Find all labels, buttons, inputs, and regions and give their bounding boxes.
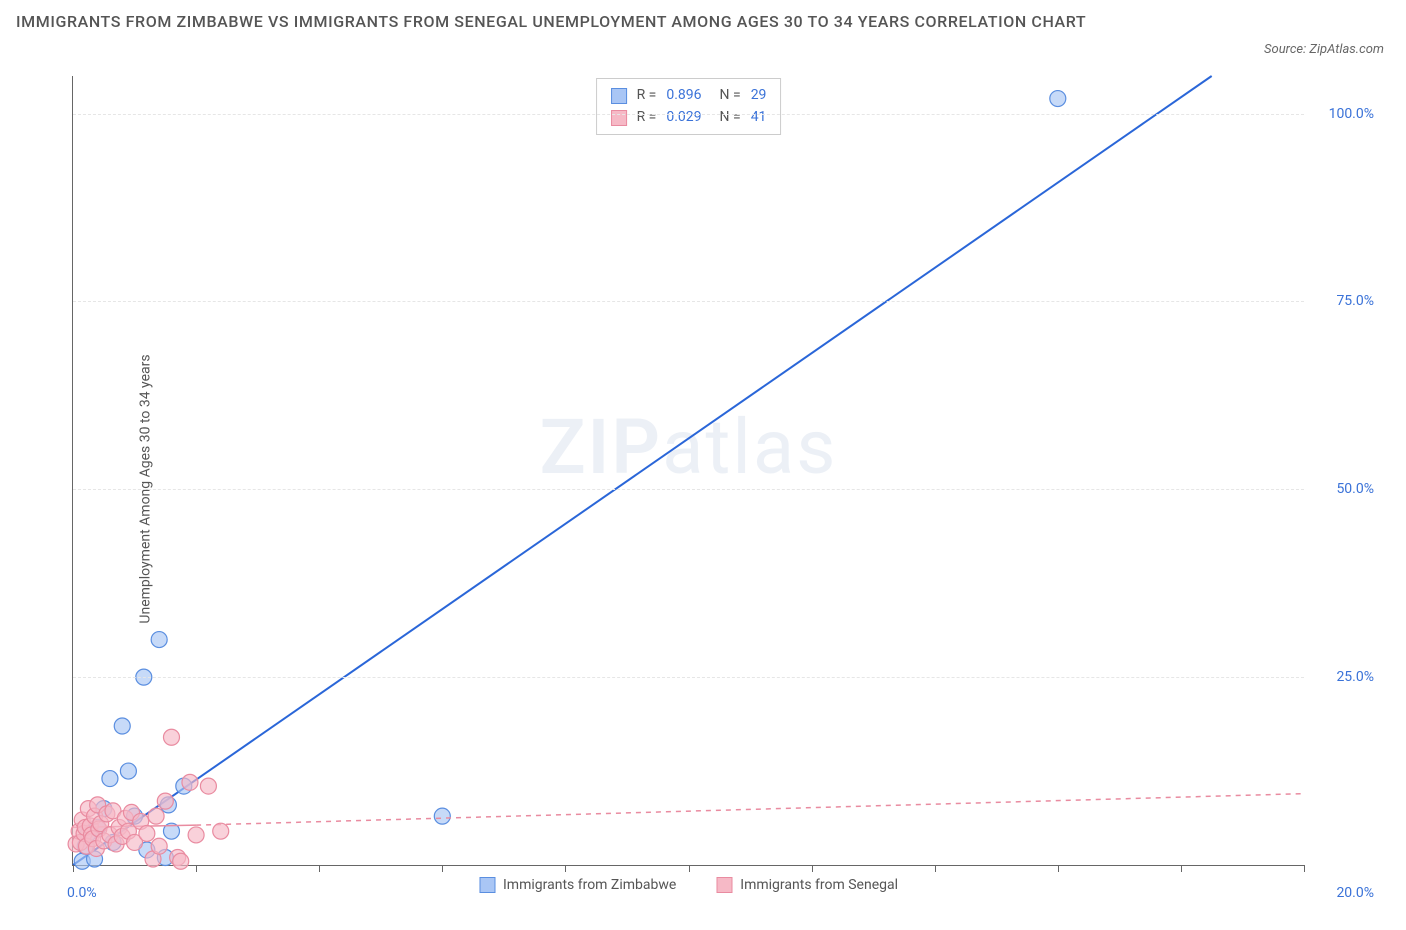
- swatch-senegal: [611, 110, 627, 126]
- series-legend: Immigrants from Zimbabwe Immigrants from…: [479, 877, 898, 893]
- correlation-legend: R = 0.896 N = 29 R = 0.029 N = 41: [596, 78, 782, 135]
- data-point: [173, 853, 189, 869]
- chart-container: Unemployment Among Ages 30 to 34 years Z…: [16, 68, 1384, 910]
- chart-title: IMMIGRANTS FROM ZIMBABWE VS IMMIGRANTS F…: [16, 10, 1206, 35]
- legend-label: Immigrants from Zimbabwe: [503, 877, 676, 893]
- data-point: [434, 808, 450, 824]
- x-tick: [442, 865, 443, 872]
- n-value: 41: [751, 107, 767, 129]
- data-point: [151, 838, 167, 854]
- data-point: [188, 827, 204, 843]
- y-tick-label: 75.0%: [1314, 293, 1374, 309]
- y-tick-label: 50.0%: [1314, 481, 1374, 497]
- swatch-senegal: [716, 877, 732, 893]
- r-label: R =: [637, 107, 657, 129]
- data-point: [163, 729, 179, 745]
- x-tick-max: 20.0%: [1336, 885, 1374, 901]
- data-point: [213, 823, 229, 839]
- r-label: R =: [637, 85, 657, 107]
- source-attribution: Source: ZipAtlas.com: [1264, 42, 1384, 57]
- chart-svg: [73, 76, 1304, 865]
- x-tick-min: 0.0%: [67, 885, 97, 901]
- x-tick: [812, 865, 813, 872]
- n-value: 29: [751, 85, 767, 107]
- legend-item-zimbabwe: Immigrants from Zimbabwe: [479, 877, 676, 893]
- n-label: N =: [720, 85, 741, 107]
- data-point: [139, 825, 155, 841]
- data-point: [148, 808, 164, 824]
- data-point: [114, 718, 130, 734]
- regression-line: [196, 794, 1304, 826]
- x-tick: [689, 865, 690, 872]
- r-value: 0.896: [666, 85, 701, 107]
- x-tick: [1181, 865, 1182, 872]
- gridline: [73, 677, 1304, 678]
- x-tick: [565, 865, 566, 872]
- x-tick: [196, 865, 197, 872]
- data-point: [200, 778, 216, 794]
- regression-line: [73, 76, 1212, 865]
- x-tick: [73, 865, 74, 872]
- x-tick: [1304, 865, 1305, 872]
- correlation-row-2: R = 0.029 N = 41: [611, 107, 767, 129]
- x-tick: [1058, 865, 1059, 872]
- swatch-zimbabwe: [611, 88, 627, 104]
- data-point: [120, 763, 136, 779]
- gridline: [73, 489, 1304, 490]
- y-tick-label: 25.0%: [1314, 669, 1374, 685]
- data-point: [102, 771, 118, 787]
- gridline: [73, 301, 1304, 302]
- x-tick: [935, 865, 936, 872]
- r-value: 0.029: [666, 107, 701, 129]
- legend-item-senegal: Immigrants from Senegal: [716, 877, 898, 893]
- n-label: N =: [720, 107, 741, 129]
- swatch-zimbabwe: [479, 877, 495, 893]
- data-point: [1050, 91, 1066, 107]
- data-point: [151, 632, 167, 648]
- y-tick-label: 100.0%: [1314, 106, 1374, 122]
- correlation-row-1: R = 0.896 N = 29: [611, 85, 767, 107]
- legend-label: Immigrants from Senegal: [740, 877, 898, 893]
- x-tick: [319, 865, 320, 872]
- plot-area: ZIPatlas R = 0.896 N = 29 R = 0.029 N = …: [72, 76, 1304, 866]
- data-point: [182, 774, 198, 790]
- data-point: [157, 793, 173, 809]
- gridline: [73, 114, 1304, 115]
